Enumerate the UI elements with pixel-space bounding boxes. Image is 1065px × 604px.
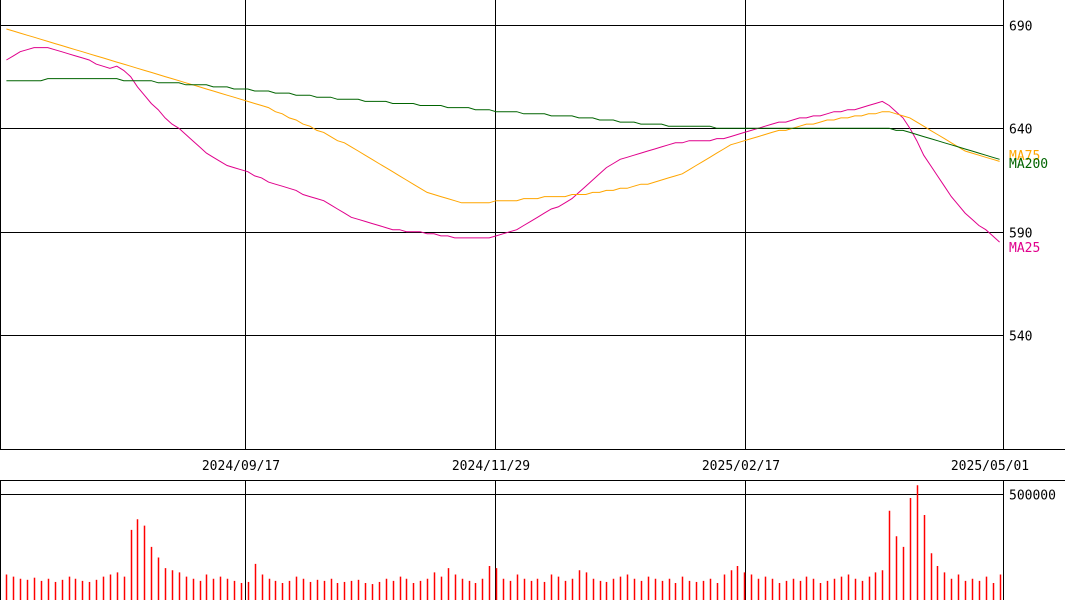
date-tick-label: 2024/11/29	[452, 459, 530, 474]
moving-average-layer	[6, 28, 1000, 243]
date-tick-label: 2024/09/17	[202, 459, 280, 474]
ma25-line	[6, 47, 1000, 243]
price-tick-label: 640	[1009, 123, 1032, 138]
date-tick-label: 2025/02/17	[702, 459, 780, 474]
ma200-line	[6, 78, 1000, 160]
ma200-legend-label: MA200	[1009, 157, 1048, 172]
label-layer: 540 590 640 690 2024/09/17 2024/11/29 2025/02/…	[202, 20, 1056, 504]
volume-tick-label: 500000	[1009, 489, 1056, 504]
price-tick-label: 690	[1009, 20, 1032, 35]
volume-layer	[5, 485, 1002, 600]
ma75-legend-label: MA75	[1009, 149, 1040, 164]
ma75-line	[6, 28, 1000, 204]
price-tick-label: 540	[1009, 330, 1032, 345]
ma25-legend-label: MA25	[1009, 241, 1040, 256]
price-tick-label: 590	[1009, 227, 1032, 242]
grid-layer	[0, 0, 1003, 600]
date-tick-label: 2025/05/01	[951, 459, 1029, 474]
